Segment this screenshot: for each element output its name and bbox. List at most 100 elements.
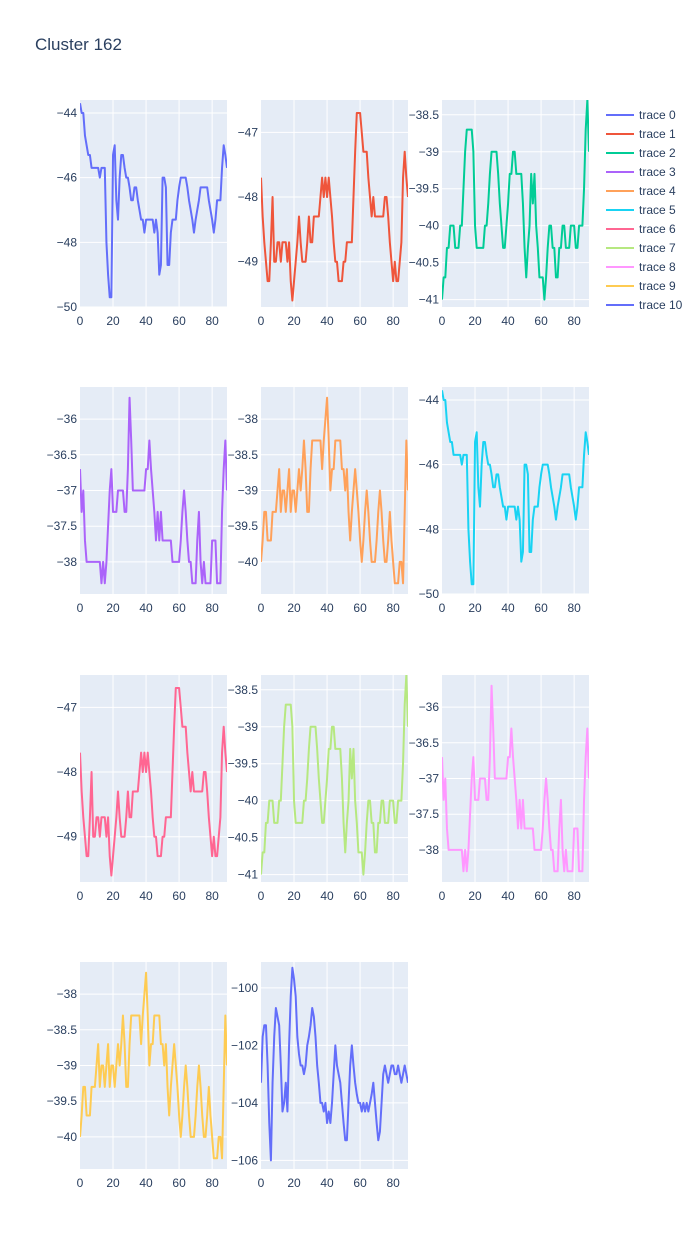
y-tick-label: −40 [238, 555, 259, 569]
plot-area [442, 387, 589, 594]
legend-label: trace 4 [639, 184, 676, 198]
y-tick-label: −50 [419, 587, 440, 601]
legend-item[interactable]: trace 3 [606, 165, 676, 179]
x-tick-label: 0 [258, 889, 265, 903]
y-tick-label: −49 [238, 255, 259, 269]
y-tick-label: −36 [57, 412, 78, 426]
plot-area [80, 100, 227, 307]
legend-label: trace 7 [639, 241, 676, 255]
x-tick-label: 40 [320, 601, 334, 615]
subplot-grid: 0 20 40 60 80−44−46−48−500 20 40 60 80−47−48−490… [47, 100, 589, 1190]
y-tick-label: −38.5 [47, 1023, 78, 1037]
x-tick-label: 0 [258, 1176, 265, 1190]
x-tick-label: 80 [205, 314, 219, 328]
series-line-trace-2 [442, 100, 589, 301]
legend-item[interactable]: trace 2 [606, 146, 676, 160]
y-tick-label: −50 [57, 300, 78, 314]
subplot-1: 0 20 40 60 80 −47 −48 −49 [238, 100, 408, 328]
x-tick-label: 0 [77, 1176, 84, 1190]
x-tick-label: 80 [205, 1176, 219, 1190]
x-tick-label: 80 [567, 889, 581, 903]
y-tick-label: −38 [419, 843, 440, 857]
x-tick-label: 40 [320, 314, 334, 328]
x-tick-label: 80 [386, 889, 400, 903]
x-tick-label: 80 [567, 601, 581, 615]
x-tick-label: 40 [320, 1176, 334, 1190]
y-tick-label: −47 [57, 700, 78, 714]
series-line-trace-4 [261, 396, 408, 585]
y-tick-label: −41 [419, 293, 440, 307]
y-tick-label: −38 [57, 987, 78, 1001]
y-tick-label: −39.5 [228, 757, 259, 771]
legend-item[interactable]: trace 1 [606, 127, 676, 141]
x-tick-label: 80 [567, 314, 581, 328]
y-tick-label: −39.5 [47, 1094, 78, 1108]
x-tick-label: 20 [287, 601, 301, 615]
x-tick-label: 20 [106, 314, 120, 328]
legend: trace 0 trace 1 trace 2 trace 3 trace 4 trace… [606, 108, 683, 312]
y-tick-label: −40.5 [409, 256, 440, 270]
x-tick-label: 0 [77, 889, 84, 903]
y-tick-label: −40.5 [228, 831, 259, 845]
x-tick-label: 0 [77, 601, 84, 615]
series-line-trace-7 [261, 675, 408, 876]
y-tick-label: −48 [57, 235, 78, 249]
y-tick-label: −38.5 [228, 448, 259, 462]
legend-label: trace 6 [639, 222, 676, 236]
y-tick-label: −37.5 [409, 807, 440, 821]
x-tick-label: 40 [139, 889, 153, 903]
y-tick-label: −40 [57, 1130, 78, 1144]
legend-item[interactable]: trace 5 [606, 203, 676, 217]
legend-item[interactable]: trace 7 [606, 241, 676, 255]
x-tick-label: 60 [534, 601, 548, 615]
legend-label: trace 3 [639, 165, 676, 179]
y-tick-label: −39.5 [409, 182, 440, 196]
x-tick-label: 20 [106, 889, 120, 903]
legend-item[interactable]: trace 10 [606, 298, 683, 312]
plot-area [261, 675, 408, 882]
y-tick-label: −39 [238, 484, 259, 498]
legend-item[interactable]: trace 6 [606, 222, 676, 236]
legend-item[interactable]: trace 9 [606, 279, 676, 293]
y-tick-label: −38 [238, 412, 259, 426]
y-tick-label: −102 [231, 1038, 258, 1052]
series-line-trace-0 [80, 103, 227, 299]
plot-area [261, 100, 408, 307]
series-line-trace-1 [261, 111, 408, 302]
x-tick-label: 0 [258, 601, 265, 615]
x-tick-label: 60 [353, 314, 367, 328]
y-tick-label: −44 [419, 393, 440, 407]
subplot-3: 0 20 40 60 80 −36 −36.5 −37 −37.5 −38 [47, 387, 227, 615]
x-tick-label: 0 [258, 314, 265, 328]
x-tick-label: 60 [172, 314, 186, 328]
subplot-0: 0 20 40 60 80 −44 −46 −48 −50 [57, 100, 227, 328]
x-tick-label: 0 [439, 889, 446, 903]
x-tick-label: 80 [205, 889, 219, 903]
x-tick-label: 0 [77, 314, 84, 328]
x-tick-label: 20 [468, 314, 482, 328]
x-tick-label: 60 [353, 601, 367, 615]
y-tick-label: −47 [238, 125, 259, 139]
y-tick-label: −44 [57, 106, 78, 120]
y-tick-label: −106 [231, 1153, 258, 1167]
y-tick-label: −49 [57, 830, 78, 844]
x-tick-label: 80 [386, 1176, 400, 1190]
legend-item[interactable]: trace 4 [606, 184, 676, 198]
legend-item[interactable]: trace 0 [606, 108, 676, 122]
x-tick-label: 40 [139, 1176, 153, 1190]
series-line-trace-5 [442, 390, 589, 586]
x-tick-label: 40 [501, 314, 515, 328]
y-tick-label: −39.5 [228, 519, 259, 533]
x-tick-label: 40 [501, 601, 515, 615]
legend-label: trace 10 [639, 298, 683, 312]
y-tick-label: −39 [238, 720, 259, 734]
x-tick-label: 60 [353, 889, 367, 903]
x-tick-label: 60 [534, 314, 548, 328]
subplot-2: 0 20 40 60 80 −38.5 −39 −39.5 −40 −40.5 −41 [409, 100, 589, 328]
y-tick-label: −46 [57, 171, 78, 185]
y-tick-label: −36.5 [47, 448, 78, 462]
legend-item[interactable]: trace 8 [606, 260, 676, 274]
y-tick-label: −40 [419, 219, 440, 233]
y-tick-label: −41 [238, 868, 259, 882]
subplot-4: 0 20 40 60 80 −38 −38.5 −39 −39.5 −40 [228, 387, 408, 615]
